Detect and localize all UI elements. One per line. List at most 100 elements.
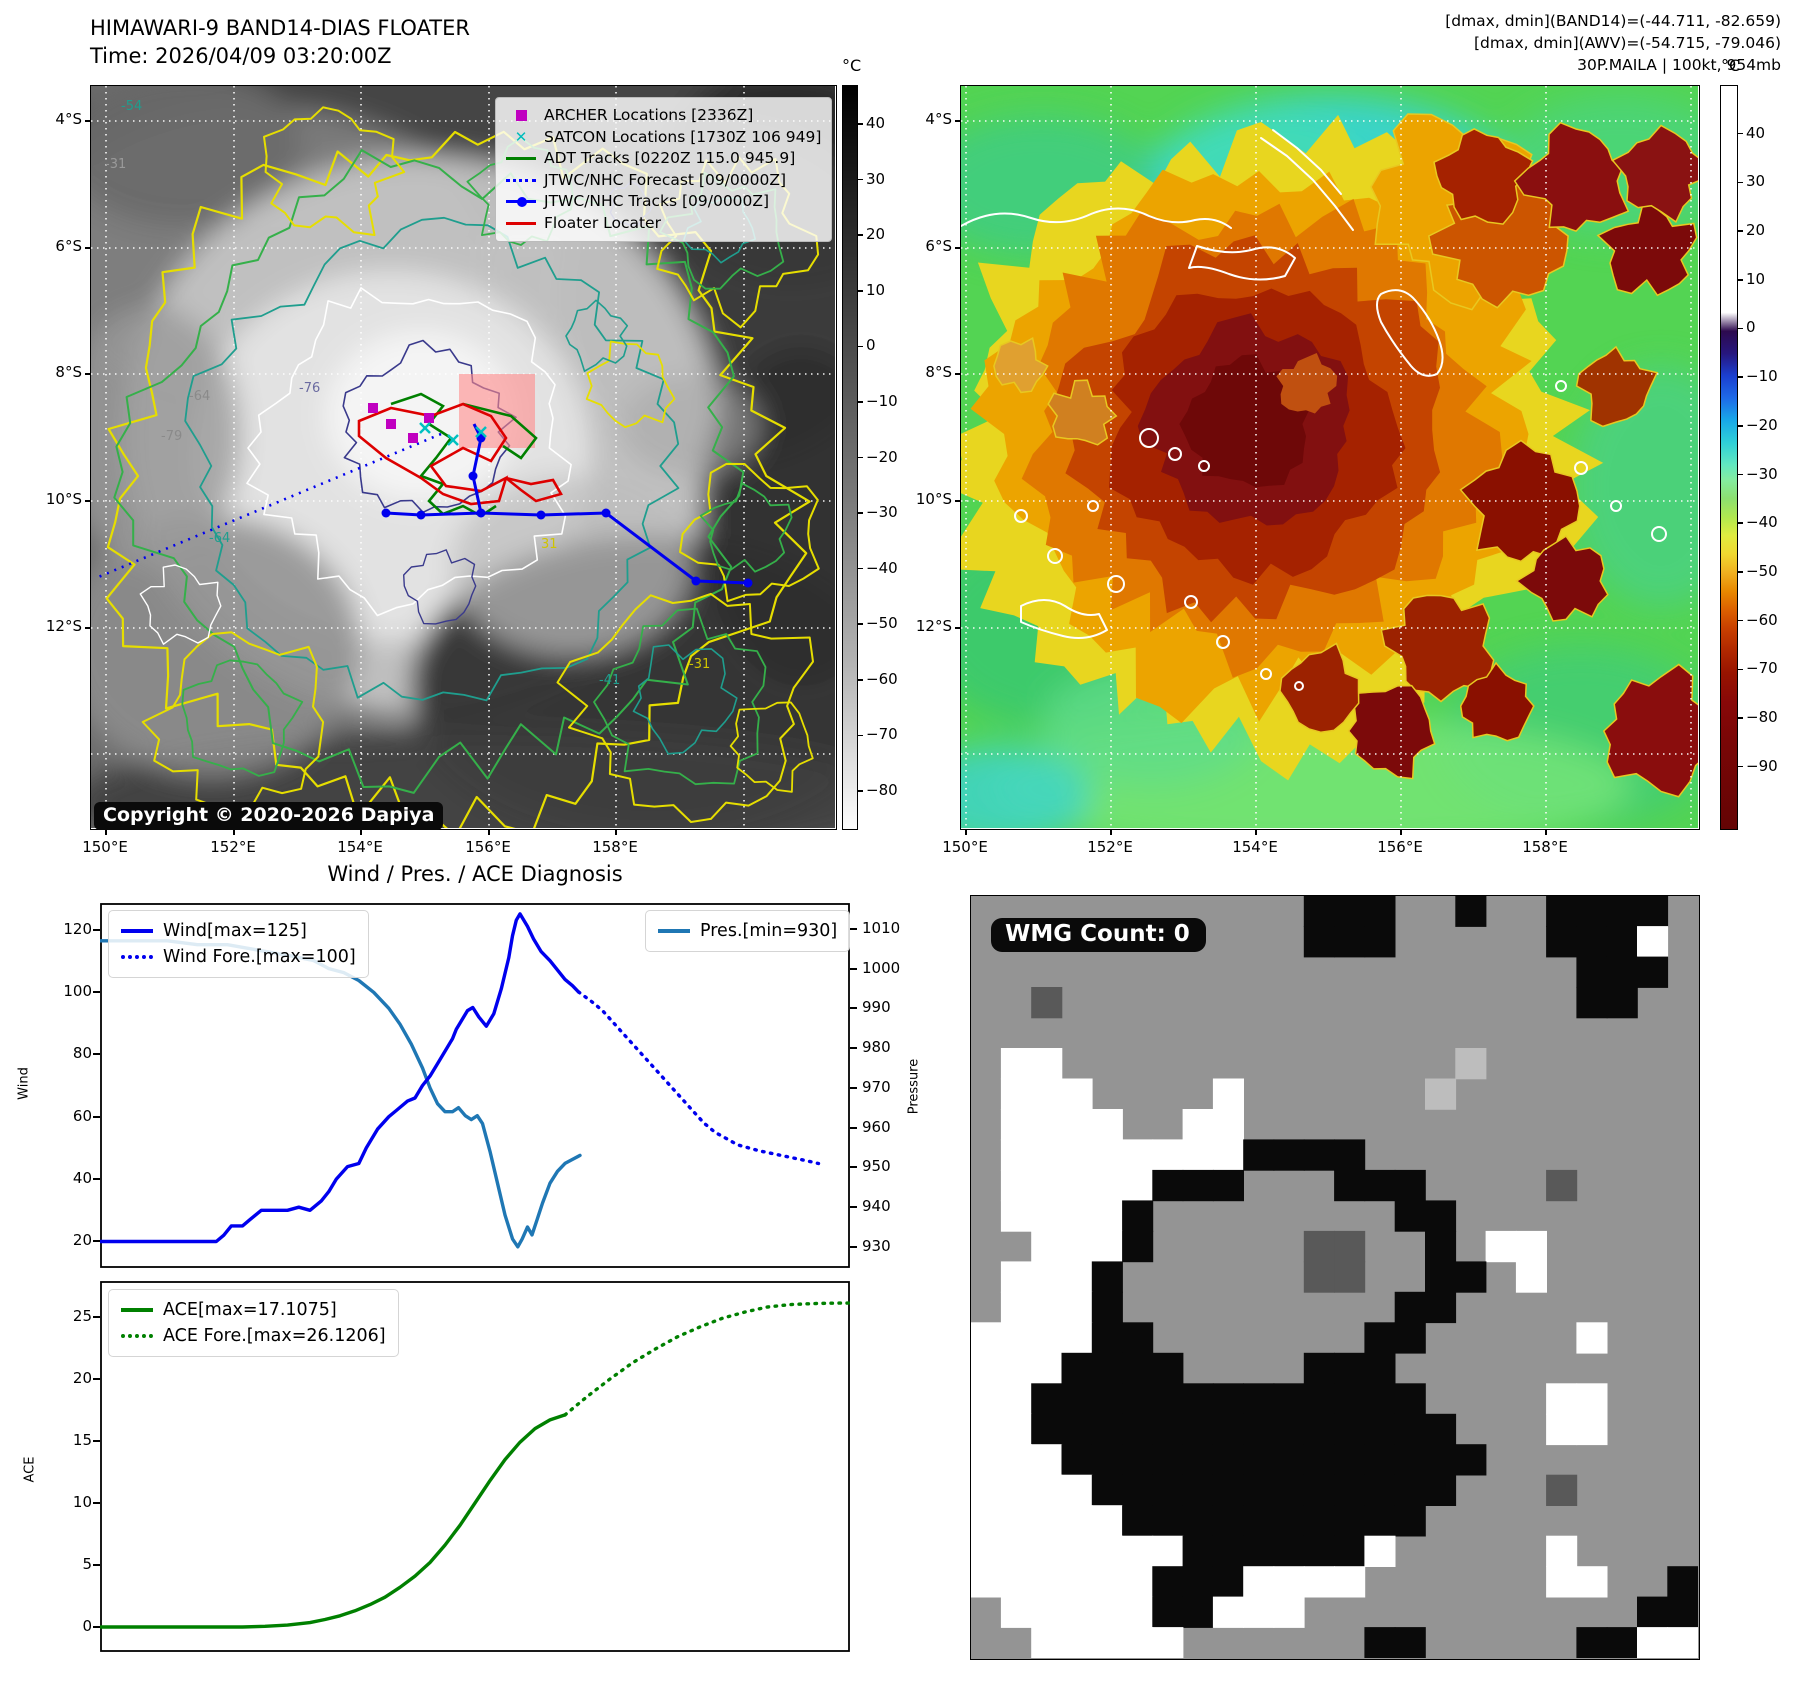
lon-tick-mark — [615, 830, 617, 835]
ace-axis-label: ACE — [22, 1456, 38, 1483]
pressure-ytick-mark — [850, 1126, 857, 1129]
ace-ytick-label: 5 — [82, 1554, 92, 1573]
band14-colorbar-tick-label: 0 — [866, 336, 876, 355]
lon-tick-mark — [488, 830, 490, 835]
contour-value-label: -76 — [299, 381, 320, 396]
pressure-ytick-label: 940 — [862, 1197, 891, 1216]
band14-colorbar-unit: °C — [842, 56, 862, 75]
pressure-axis-label: Pressure — [906, 1058, 922, 1115]
lat-tick-label: 6°S — [925, 237, 952, 255]
lat-tick-mark — [85, 247, 90, 249]
band14-colorbar-tick-mark — [858, 234, 863, 236]
band14-colorbar-tick-label: −10 — [866, 391, 898, 410]
ace-legend-label: ACE[max=17.1075] — [163, 1300, 337, 1320]
awv-colorbar-tick-mark — [1738, 278, 1743, 281]
lon-tick-mark — [105, 830, 107, 835]
band14-colorbar-tick-label: −50 — [866, 614, 898, 633]
lon-tick-label: 158°E — [592, 838, 638, 856]
wmg-panel: WMG Count: 0 — [970, 895, 1700, 1660]
awv-colorbar-tick-label: 30 — [1746, 172, 1766, 191]
ace-forecast-line-sample-icon — [121, 1334, 153, 1338]
lat-tick-label: 8°S — [55, 363, 82, 381]
ace-forecast-legend-label: ACE Fore.[max=26.1206] — [163, 1326, 386, 1346]
band14-colorbar-tick-label: 30 — [866, 169, 886, 188]
awv-colorbar — [1720, 85, 1738, 830]
contour-value-label: -54 — [121, 99, 142, 114]
awv-colorbar-tick-label: −40 — [1746, 513, 1778, 532]
info-line3: 30P.MAILA | 100kt, 954mb — [1577, 56, 1781, 74]
awv-colorbar-tick-label: 40 — [1746, 123, 1766, 142]
info-line1: [dmax, dmin](BAND14)=(-44.711, -82.659) — [1445, 12, 1781, 30]
lat-tick-mark — [85, 120, 90, 122]
awv-colorbar-tick-mark — [1738, 425, 1743, 427]
blue-dotted-line-icon — [506, 178, 536, 182]
page-title: HIMAWARI-9 BAND14-DIAS FLOATER Time: 2026… — [90, 14, 470, 70]
band14-colorbar-tick-mark — [858, 679, 863, 681]
pressure-ytick-mark — [850, 967, 857, 970]
pressure-ytick-mark — [850, 1047, 857, 1050]
wind-ytick-label: 40 — [72, 1169, 92, 1188]
pressure-ytick-mark — [850, 1007, 857, 1010]
wind-legend-label: Wind[max=125] — [163, 921, 307, 941]
title-line2: Time: 2026/04/09 03:20:00Z — [90, 44, 392, 68]
contour-value-label: -64 — [189, 389, 210, 404]
ace-ytick-label: 25 — [72, 1306, 92, 1325]
awv-colorbar-unit: °C — [1721, 56, 1741, 75]
magenta-square-icon — [506, 110, 536, 122]
pressure-line-sample-icon — [658, 929, 690, 933]
pressure-ytick-mark — [850, 927, 857, 930]
band14-colorbar — [842, 85, 858, 830]
band14-colorbar-tick-label: 20 — [866, 225, 886, 244]
band14-colorbar-tick-mark — [858, 734, 863, 737]
lat-tick-label: 6°S — [55, 237, 82, 255]
awv-colorbar-tick-mark — [1738, 571, 1743, 573]
legend-label: SATCON Locations [1730Z 106 949] — [544, 127, 822, 146]
lat-tick-mark — [955, 500, 960, 502]
wmg-mask-image — [970, 895, 1699, 1659]
ace-forecast-legend-item: ACE Fore.[max=26.1206] — [121, 1323, 386, 1349]
pressure-ytick-label: 950 — [862, 1157, 891, 1176]
lat-tick-mark — [955, 627, 960, 629]
band14-colorbar-tick-mark — [858, 123, 863, 125]
awv-map-panel — [911, 85, 1751, 856]
band14-colorbar-tick-mark — [858, 345, 863, 348]
ace-ytick-mark — [93, 1501, 100, 1504]
ace-line-sample-icon — [121, 1308, 153, 1312]
awv-colorbar-tick-mark — [1738, 668, 1743, 671]
lat-tick-mark — [85, 627, 90, 629]
band14-map-legend: ARCHER Locations [2336Z] ✕ SATCON Locatio… — [495, 97, 833, 242]
awv-colorbar-tick-mark — [1738, 327, 1743, 330]
wind-axis-label: Wind — [16, 1067, 32, 1100]
pressure-ytick-label: 990 — [862, 998, 891, 1017]
ace-ytick-label: 20 — [72, 1368, 92, 1387]
band14-colorbar-tick-mark — [858, 401, 863, 403]
lat-tick-mark — [85, 500, 90, 502]
pressure-ytick-mark — [850, 1086, 857, 1089]
pressure-ytick-label: 960 — [862, 1117, 891, 1136]
awv-colorbar-tick-label: 10 — [1746, 269, 1766, 288]
awv-colorbar-tick-mark — [1738, 230, 1743, 232]
ace-ytick-mark — [93, 1625, 100, 1628]
pressure-legend-label: Pres.[min=930] — [700, 921, 838, 941]
lon-tick-label: 156°E — [1377, 838, 1423, 856]
awv-colorbar-tick-mark — [1738, 619, 1743, 622]
pressure-ytick-mark — [850, 1166, 857, 1169]
wind-legend-box: Wind[max=125] Wind Fore.[max=100] — [108, 910, 369, 978]
legend-label: JTWC/NHC Tracks [09/0000Z] — [544, 192, 770, 210]
legend-item-adt: ADT Tracks [0220Z 115.0 945.9] — [506, 148, 821, 170]
pressure-ytick-label: 980 — [862, 1038, 891, 1057]
wind-ytick-mark — [93, 1178, 100, 1181]
lat-tick-label: 12°S — [45, 617, 82, 635]
diagnosis-title: Wind / Pres. / ACE Diagnosis — [327, 862, 623, 886]
pressure-ytick-label: 1000 — [862, 958, 901, 977]
awv-colorbar-tick-label: −80 — [1746, 708, 1778, 726]
ace-legend-item: ACE[max=17.1075] — [121, 1297, 386, 1323]
band14-map-panel: -54 -31 -64 -76 -79 -64 31 -31 -41 ARCHER Locati… — [31, 46, 921, 871]
lon-tick-label: 154°E — [1232, 838, 1278, 856]
wind-ytick-label: 120 — [63, 919, 92, 938]
band14-colorbar-tick-mark — [858, 790, 863, 792]
legend-item-forecast: JTWC/NHC Forecast [09/0000Z] — [506, 170, 821, 192]
band14-colorbar-tick-label: −40 — [866, 558, 898, 577]
contour-value-label: 31 — [541, 537, 558, 552]
